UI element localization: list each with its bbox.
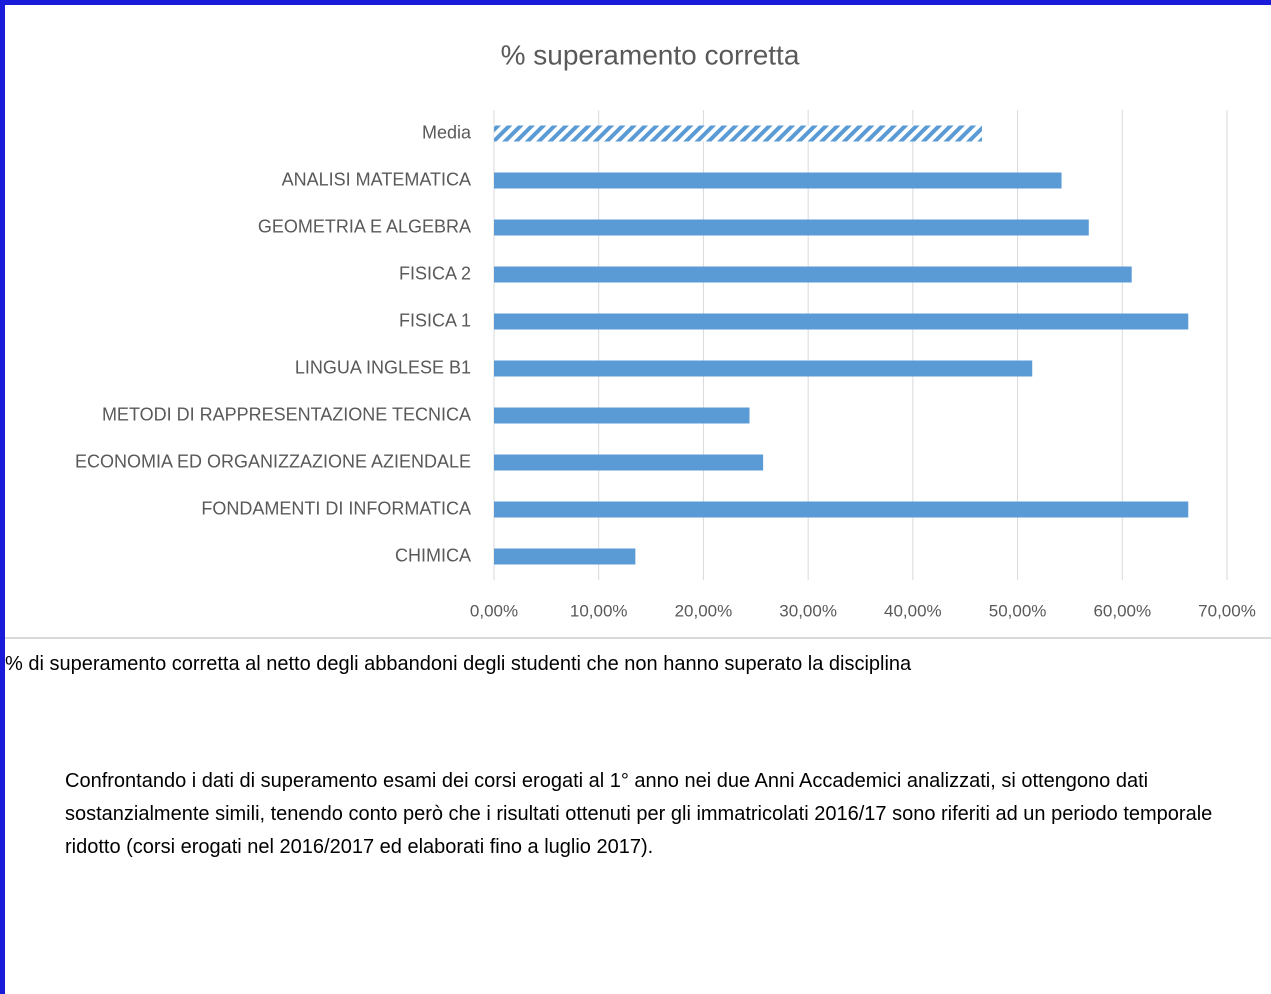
y-tick-label: GEOMETRIA E ALGEBRA xyxy=(258,216,471,236)
y-tick-label: ECONOMIA ED ORGANIZZAZIONE AZIENDALE xyxy=(75,451,471,471)
y-tick-label: ANALISI MATEMATICA xyxy=(282,169,471,189)
bar xyxy=(494,454,764,471)
bar xyxy=(494,172,1062,189)
x-tick-label: 0,00% xyxy=(470,601,518,620)
x-tick-label: 10,00% xyxy=(570,601,628,620)
bar xyxy=(494,548,636,565)
caption: % di superamento corretta al netto degli… xyxy=(5,653,912,675)
x-tick-label: 70,00% xyxy=(1198,601,1256,620)
bar xyxy=(494,125,982,142)
y-tick-label: METODI DI RAPPRESENTAZIONE TECNICA xyxy=(102,404,471,424)
y-tick-label: LINGUA INGLESE B1 xyxy=(295,357,471,377)
y-tick-label: Media xyxy=(422,122,472,142)
bar xyxy=(494,360,1033,377)
y-tick-label: FISICA 1 xyxy=(399,310,471,330)
chart: % superamento corretta 0,00% 10,00% 20,00%… xyxy=(5,39,1271,639)
x-tick-label: 60,00% xyxy=(1093,601,1151,620)
x-tick-label: 50,00% xyxy=(989,601,1047,620)
x-tick-label: 20,00% xyxy=(675,601,733,620)
paragraph: Confrontando i dati di superamento esami… xyxy=(65,770,1213,858)
bar xyxy=(494,266,1132,283)
y-tick-label: FISICA 2 xyxy=(399,263,471,283)
x-tick-label: 40,00% xyxy=(884,601,942,620)
bar xyxy=(494,407,750,424)
bar xyxy=(494,219,1089,236)
bar xyxy=(494,501,1189,518)
x-tick-label: 30,00% xyxy=(779,601,837,620)
y-tick-label: CHIMICA xyxy=(395,545,471,565)
y-tick-label: FONDAMENTI DI INFORMATICA xyxy=(201,498,471,518)
bar xyxy=(494,313,1189,330)
chart-title: % superamento corretta xyxy=(501,39,800,70)
